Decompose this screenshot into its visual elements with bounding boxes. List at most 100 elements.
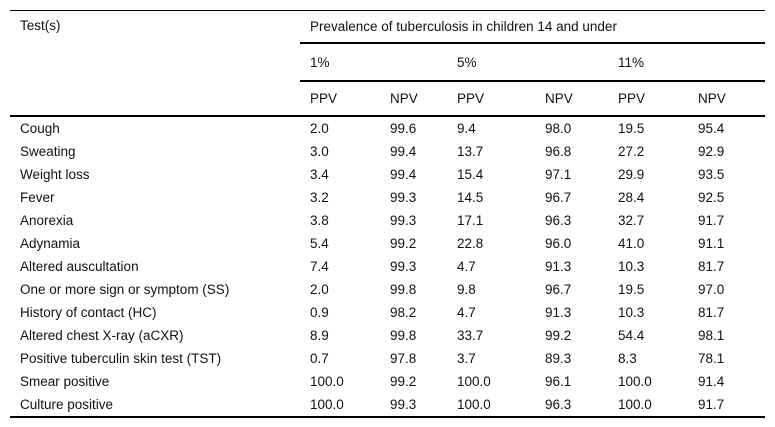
table-row: Culture positive 100.0 99.3 100.0 96.3 100.0 9… [10, 393, 765, 417]
value-cell: 99.2 [390, 374, 417, 389]
value-cell: 0.7 [310, 351, 329, 366]
value-cell: 3.2 [310, 190, 329, 205]
value-cell: 98.1 [698, 328, 725, 343]
value-cell: 32.7 [618, 213, 645, 228]
value-cell: 100.0 [618, 374, 652, 389]
table-row: One or more sign or symptom (SS) 2.0 99.8 9… [10, 278, 765, 301]
value-cell: 28.4 [618, 190, 645, 205]
test-label-cell: Altered auscultation [20, 259, 139, 274]
table-row: Smear positive 100.0 99.2 100.0 96.1 100.0 91.… [10, 370, 765, 393]
value-cell: 99.4 [390, 144, 417, 159]
table-row: Cough 2.0 99.6 9.4 98.0 19.5 95.4 [10, 116, 765, 140]
test-label-cell: History of contact (HC) [20, 305, 157, 320]
value-cell: 7.4 [310, 259, 329, 274]
value-cell: 19.5 [618, 282, 645, 297]
value-cell: 92.5 [698, 190, 725, 205]
value-cell: 100.0 [618, 397, 652, 412]
value-cell: 13.7 [457, 144, 484, 159]
header-row-prevalence: 1% 5% 11% [10, 43, 766, 82]
test-label-cell: Fever [20, 190, 55, 205]
value-cell: 33.7 [457, 328, 484, 343]
value-cell: 22.8 [457, 236, 484, 251]
value-cell: 2.0 [310, 121, 329, 136]
table-row: Altered auscultation 7.4 99.3 4.7 91.3 10.3 81… [10, 255, 765, 278]
value-cell: 98.0 [545, 121, 572, 136]
prevalence-level-5pct: 5% [447, 43, 608, 82]
value-cell: 99.3 [390, 259, 417, 274]
value-cell: 91.3 [545, 259, 572, 274]
value-cell: 3.8 [310, 213, 329, 228]
prevalence-table: Test(s) Prevalence of tuberculosis in ch… [10, 10, 766, 418]
metric-header-npv-11pct: NPV [688, 81, 766, 117]
value-cell: 81.7 [698, 259, 725, 274]
table-row: Sweating 3.0 99.4 13.7 96.8 27.2 92.9 [10, 140, 765, 163]
value-cell: 5.4 [310, 236, 329, 251]
test-label-cell: Sweating [20, 144, 76, 159]
value-cell: 100.0 [310, 397, 344, 412]
value-cell: 17.1 [457, 213, 484, 228]
value-cell: 99.6 [390, 121, 417, 136]
test-label-cell: Cough [20, 121, 60, 136]
value-cell: 15.4 [457, 167, 484, 182]
value-cell: 14.5 [457, 190, 484, 205]
metric-header-npv-5pct: NPV [535, 81, 608, 117]
value-cell: 10.3 [618, 259, 645, 274]
test-label-cell: Anorexia [20, 213, 74, 228]
header-row-metrics: PPV NPV PPV NPV PPV NPV [10, 81, 766, 117]
test-label-cell: Altered chest X-ray (aCXR) [20, 328, 184, 343]
value-cell: 8.3 [618, 351, 637, 366]
header-row-group: Test(s) Prevalence of tuberculosis in ch… [10, 10, 766, 117]
value-cell: 99.2 [390, 236, 417, 251]
value-cell: 98.2 [390, 305, 417, 320]
value-cell: 91.3 [545, 305, 572, 320]
value-cell: 99.3 [390, 190, 417, 205]
table-row: Positive tuberculin skin test (TST) 0.7 97… [10, 347, 765, 370]
value-cell: 99.4 [390, 167, 417, 182]
value-cell: 96.7 [545, 190, 572, 205]
value-cell: 100.0 [457, 374, 491, 389]
value-cell: 4.7 [457, 305, 476, 320]
test-label-cell: One or more sign or symptom (SS) [20, 282, 230, 297]
value-cell: 97.0 [698, 282, 725, 297]
value-cell: 96.3 [545, 213, 572, 228]
metric-header-ppv-5pct: PPV [447, 81, 535, 117]
value-cell: 8.9 [310, 328, 329, 343]
value-cell: 54.4 [618, 328, 645, 343]
value-cell: 96.1 [545, 374, 572, 389]
test-label-cell: Positive tuberculin skin test (TST) [20, 351, 222, 366]
value-cell: 91.7 [698, 213, 725, 228]
value-cell: 91.1 [698, 236, 725, 251]
value-cell: 96.0 [545, 236, 572, 251]
value-cell: 3.7 [457, 351, 476, 366]
prevalence-level-11pct: 11% [608, 43, 766, 82]
value-cell: 89.3 [545, 351, 572, 366]
metric-header-ppv-1pct: PPV [300, 81, 380, 117]
value-cell: 41.0 [618, 236, 645, 251]
value-cell: 93.5 [698, 167, 725, 182]
value-cell: 99.2 [545, 328, 572, 343]
metric-header-ppv-11pct: PPV [608, 81, 688, 117]
value-cell: 81.7 [698, 305, 725, 320]
value-cell: 100.0 [457, 397, 491, 412]
value-cell: 99.8 [390, 328, 417, 343]
table-row: Anorexia 3.8 99.3 17.1 96.3 32.7 91.7 [10, 209, 765, 232]
value-cell: 10.3 [618, 305, 645, 320]
document-page: Test(s) Prevalence of tuberculosis in ch… [10, 10, 766, 418]
table-row: Weight loss 3.4 99.4 15.4 97.1 29.9 93.5 [10, 163, 765, 186]
test-label-cell: Culture positive [20, 397, 114, 412]
value-cell: 96.7 [545, 282, 572, 297]
table-row: Altered chest X-ray (aCXR) 8.9 99.8 33.7 99.… [10, 324, 765, 347]
value-cell: 29.9 [618, 167, 645, 182]
value-cell: 9.8 [457, 282, 476, 297]
value-cell: 3.4 [310, 167, 329, 182]
table-header: Test(s) Prevalence of tuberculosis in ch… [10, 10, 766, 117]
prevalence-level-1pct: 1% [300, 43, 447, 82]
test-label-cell: Smear positive [20, 374, 110, 389]
value-cell: 100.0 [310, 374, 344, 389]
value-cell: 96.3 [545, 397, 572, 412]
value-cell: 96.8 [545, 144, 572, 159]
value-cell: 97.1 [545, 167, 572, 182]
test-label-cell: Weight loss [20, 167, 90, 182]
value-cell: 99.8 [390, 282, 417, 297]
value-cell: 0.9 [310, 305, 329, 320]
